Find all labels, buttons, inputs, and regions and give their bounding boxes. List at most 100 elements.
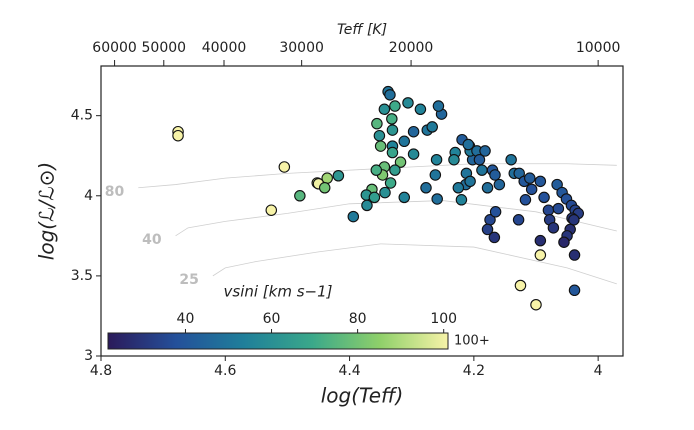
star-point: [332, 170, 345, 182]
star-point: [481, 182, 494, 194]
star-point: [386, 124, 399, 136]
colorbar-tick-label: 80: [349, 311, 367, 327]
star-point: [398, 191, 411, 204]
star-point: [386, 146, 399, 159]
x-tick-label: 4.2: [463, 363, 485, 379]
star-point: [407, 148, 420, 160]
colorbar-tick-label: 100: [430, 311, 457, 327]
star-point: [476, 164, 488, 176]
x-tick-label: 4.4: [338, 363, 360, 379]
star-point: [452, 182, 465, 194]
star-point: [489, 169, 501, 181]
star-point: [542, 204, 555, 216]
star-point: [414, 103, 427, 116]
star-point: [489, 206, 502, 218]
star-point: [552, 202, 565, 215]
star-point: [361, 199, 373, 212]
top-axis-label: Teff [K]: [337, 22, 387, 38]
star-point: [265, 204, 278, 216]
star-point: [431, 193, 443, 205]
star-point: [514, 279, 527, 292]
star-point: [432, 100, 445, 112]
colorbar-extend-label: 100+: [454, 334, 490, 349]
x-tick-label: 4.8: [90, 363, 112, 379]
x2-tick-label: 50000: [142, 40, 187, 56]
x-tick-label: 4.6: [214, 363, 236, 379]
evolution-track: [212, 243, 617, 285]
star-point: [426, 121, 438, 133]
star-point: [568, 214, 580, 226]
colorbar-tick-label: 60: [263, 311, 281, 327]
star-point: [558, 236, 570, 248]
star-point: [384, 177, 397, 189]
star-point: [347, 210, 360, 223]
plot-frame: [100, 65, 624, 357]
star-point: [420, 182, 432, 194]
colorbar-tick-label: 40: [177, 311, 195, 327]
star-point: [398, 135, 411, 148]
star-point: [462, 138, 475, 151]
track-label: 25: [179, 272, 198, 288]
x-tick-label: 4: [594, 363, 603, 379]
evolution-track: [138, 163, 617, 189]
star-point: [568, 284, 581, 297]
star-point: [370, 164, 383, 176]
star-point: [429, 169, 442, 181]
star-point: [538, 191, 550, 204]
star-point: [373, 129, 386, 142]
star-point: [394, 156, 407, 168]
track-label: 40: [142, 232, 162, 248]
x2-tick-label: 10000: [576, 40, 621, 56]
star-point: [402, 97, 414, 109]
star-point: [278, 161, 291, 173]
star-point: [374, 140, 387, 152]
star-point: [568, 249, 581, 261]
x2-tick-label: 30000: [279, 40, 324, 56]
star-point: [479, 145, 491, 157]
y-tick-label: 3: [84, 348, 93, 364]
star-point: [534, 175, 547, 188]
star-point: [534, 249, 547, 261]
star-point: [371, 117, 383, 130]
star-point: [407, 125, 420, 138]
x2-tick-label: 20000: [389, 40, 434, 56]
star-point: [379, 186, 391, 199]
star-point: [430, 153, 443, 166]
y-axis-label: log(ℒ/ℒ⊙): [35, 162, 59, 260]
star-point: [318, 182, 331, 194]
star-point: [512, 214, 525, 226]
star-point: [524, 172, 536, 184]
star-point: [378, 103, 391, 116]
star-point: [294, 190, 306, 202]
star-point: [534, 234, 547, 247]
star-point: [519, 194, 532, 206]
star-point: [547, 222, 560, 234]
star-point: [172, 129, 184, 142]
star-point: [505, 153, 517, 166]
star-point: [488, 231, 501, 244]
x2-tick-label: 60000: [92, 40, 137, 56]
star-point: [386, 113, 398, 125]
track-label: 80: [105, 184, 125, 200]
star-point: [448, 153, 460, 166]
star-point: [368, 191, 381, 204]
star-point: [493, 178, 506, 191]
star-point: [530, 298, 542, 311]
star-point: [473, 153, 486, 166]
star-point: [389, 100, 401, 112]
y-tick-label: 3.5: [71, 268, 93, 284]
x2-tick-label: 40000: [202, 40, 247, 56]
star-point: [321, 172, 333, 184]
star-point: [384, 89, 396, 101]
star-point: [525, 183, 538, 196]
colorbar-label: vsini [km s−1]: [224, 283, 333, 301]
x-axis-label: log(Teff): [321, 384, 404, 408]
star-point: [389, 164, 401, 176]
evolution-track: [175, 200, 617, 237]
colorbar: [107, 332, 449, 350]
star-point: [455, 194, 468, 206]
y-tick-label: 4.5: [71, 108, 93, 124]
star-point: [464, 175, 476, 188]
y-tick-label: 4: [84, 188, 93, 204]
